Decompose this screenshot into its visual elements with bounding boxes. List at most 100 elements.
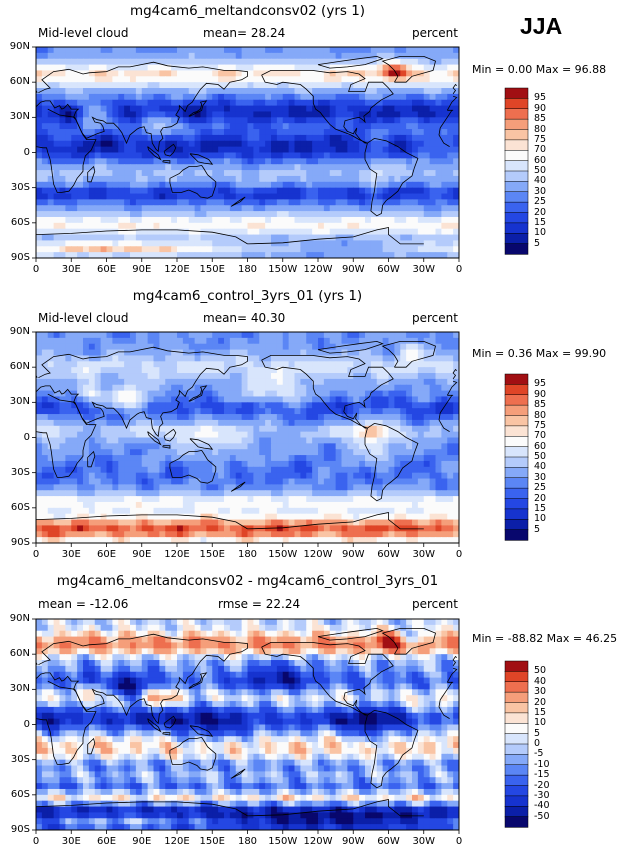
field-cell: [47, 402, 55, 409]
field-cell: [329, 181, 337, 189]
field-cell: [288, 332, 296, 339]
field-cell: [124, 146, 131, 154]
field-cell: [247, 193, 254, 200]
field-cell: [165, 519, 172, 527]
field-cell: [41, 478, 49, 485]
field-cell: [171, 455, 178, 462]
field-cell: [130, 449, 137, 456]
field-cell: [423, 246, 431, 253]
field-cell: [359, 252, 366, 258]
field-cell: [53, 443, 61, 450]
field-cell: [200, 484, 207, 491]
field-cell: [71, 472, 78, 480]
field-cell: [71, 70, 78, 77]
field-cell: [382, 349, 390, 357]
field-cell: [124, 484, 131, 491]
field-cell: [41, 507, 49, 515]
field-cell: [218, 384, 225, 392]
field-cell: [206, 129, 213, 136]
field-cell: [100, 93, 108, 101]
field-cell: [288, 455, 296, 462]
field-cell: [235, 337, 243, 345]
field-cell: [447, 64, 454, 72]
field-cell: [147, 246, 155, 253]
field-cell: [318, 425, 325, 433]
field-cell: [94, 332, 102, 339]
field-cell: [382, 70, 390, 77]
field-cell: [41, 402, 49, 409]
field-cell: [388, 507, 395, 515]
field-cell: [135, 466, 143, 474]
field-cell: [423, 373, 431, 380]
field-cell: [265, 193, 272, 200]
field-cell: [41, 70, 49, 77]
field-cell: [370, 205, 378, 212]
field-cell: [329, 373, 337, 380]
field-cell: [153, 117, 160, 124]
field-cell: [153, 490, 160, 497]
field-cell: [282, 246, 290, 253]
field-cell: [400, 117, 407, 124]
field-cell: [194, 76, 202, 83]
field-cell: [36, 419, 43, 427]
field-cell: [306, 455, 313, 462]
field-cell: [447, 175, 454, 183]
field-cell: [165, 501, 172, 509]
field-cell: [194, 455, 202, 462]
field-cell: [200, 425, 207, 433]
field-cell: [365, 205, 372, 212]
field-cell: [312, 240, 319, 247]
field-cell: [417, 234, 425, 242]
field-cell: [253, 437, 260, 444]
field-cell: [282, 390, 290, 398]
field-cell: [453, 88, 459, 95]
field-cell: [241, 140, 249, 148]
field-cell: [359, 99, 366, 107]
field-cell: [312, 496, 319, 503]
field-cell: [241, 460, 249, 468]
field-cell: [441, 472, 448, 480]
field-cell: [218, 396, 225, 403]
field-cell: [259, 158, 266, 165]
field-cell: [53, 378, 61, 386]
field-cell: [177, 205, 184, 212]
field-cell: [224, 228, 231, 236]
field-cell: [447, 216, 454, 224]
field-cell: [365, 507, 372, 515]
field-cell: [447, 105, 454, 113]
field-cell: [100, 216, 108, 224]
field-cell: [147, 187, 155, 195]
field-cell: [400, 349, 407, 357]
field-cell: [365, 373, 372, 380]
field-cell: [182, 193, 190, 200]
field-cell: [159, 205, 166, 212]
field-cell: [59, 337, 66, 345]
field-cell: [370, 70, 378, 77]
field-cell: [370, 181, 378, 189]
field-cell: [341, 82, 348, 89]
field-cell: [271, 152, 278, 159]
field-cell: [177, 443, 184, 450]
field-cell: [194, 170, 202, 177]
field-cell: [323, 355, 331, 362]
field-cell: [271, 211, 278, 218]
field-cell: [335, 70, 343, 77]
field-cell: [441, 205, 448, 212]
field-cell: [194, 384, 202, 392]
field-cell: [341, 337, 348, 345]
field-cell: [276, 170, 284, 177]
field-cell: [441, 228, 448, 236]
field-cell: [259, 431, 266, 439]
field-cell: [294, 199, 301, 206]
field-cell: [124, 52, 131, 60]
field-cell: [435, 513, 442, 521]
field-cell: [41, 519, 49, 527]
field-cell: [247, 501, 254, 509]
field-cell: [335, 414, 343, 421]
field-cell: [47, 425, 55, 433]
field-cell: [141, 396, 149, 403]
field-cell: [365, 484, 372, 491]
field-cell: [141, 431, 149, 439]
field-cell: [88, 99, 96, 107]
field-cell: [353, 496, 360, 503]
